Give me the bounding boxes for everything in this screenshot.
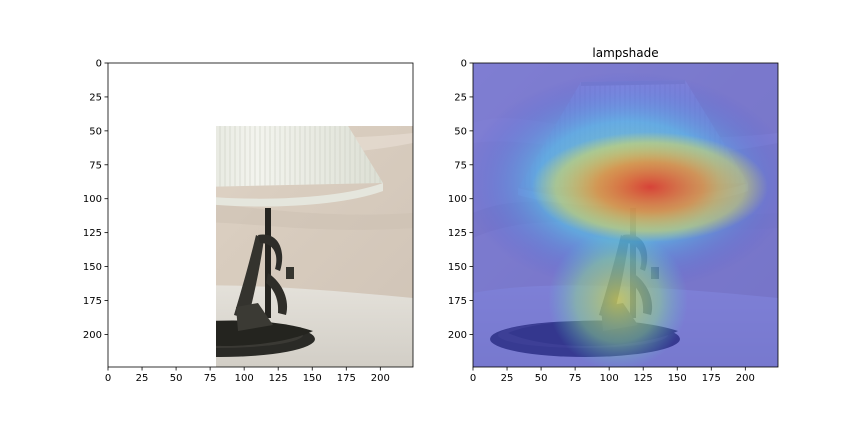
x-tick-label: 100	[235, 373, 254, 384]
y-tick-label: 25	[454, 92, 467, 103]
y-tick-label: 175	[448, 296, 467, 307]
heatmap-high-layer	[532, 132, 768, 242]
ticks-original: 0 25 50 75 100 125 150 175 200 0 25 50 75 100 125 150 17…	[83, 59, 390, 385]
x-tick-label: 125	[269, 373, 288, 384]
x-tick-label: 75	[204, 373, 217, 384]
x-tick-label: 0	[470, 373, 476, 384]
y-tick-label: 125	[448, 228, 467, 239]
x-tick-label: 150	[303, 373, 322, 384]
y-tick-label: 75	[454, 160, 467, 171]
y-tick-label: 100	[448, 194, 467, 205]
y-tick-label: 125	[83, 228, 102, 239]
y-tick-label: 100	[83, 194, 102, 205]
x-tick-label: 100	[600, 373, 619, 384]
y-tick-label: 200	[83, 330, 102, 341]
chart-title: lampshade	[592, 46, 658, 60]
y-tick-label: 50	[454, 126, 467, 137]
heatmap-base-layer	[548, 230, 688, 367]
y-tick-label: 150	[448, 262, 467, 273]
x-tick-label: 25	[136, 373, 149, 384]
ticks-heatmap: 0 25 50 75 100 125 150 175 200 0 25 50 75 100 125 150 17…	[448, 59, 755, 385]
y-tick-label: 150	[83, 262, 102, 273]
axes-frame	[472, 62, 779, 368]
x-tick-label: 25	[501, 373, 514, 384]
axes-frame	[107, 62, 414, 368]
x-tick-label: 0	[105, 373, 111, 384]
x-tick-label: 75	[569, 373, 582, 384]
x-tick-label: 200	[371, 373, 390, 384]
x-tick-label: 200	[736, 373, 755, 384]
x-tick-label: 175	[702, 373, 721, 384]
x-tick-label: 50	[535, 373, 548, 384]
y-tick-label: 50	[89, 126, 102, 137]
y-tick-label: 0	[461, 59, 467, 70]
x-tick-label: 50	[170, 373, 183, 384]
image-panel-original: 0 25 50 75 100 125 150 175 200 0 25 50 75 100 125 150 17…	[83, 59, 414, 385]
x-tick-label: 175	[337, 373, 356, 384]
x-tick-label: 150	[668, 373, 687, 384]
y-tick-label: 25	[89, 92, 102, 103]
y-tick-label: 75	[89, 160, 102, 171]
y-tick-label: 0	[96, 59, 102, 70]
y-tick-label: 200	[448, 330, 467, 341]
x-tick-label: 125	[634, 373, 653, 384]
y-tick-label: 175	[83, 296, 102, 307]
heatmap-panel-lampshade: lampshade 0 25 50 75 100 125 150 175 200 0 25 50 75 1…	[448, 46, 779, 385]
